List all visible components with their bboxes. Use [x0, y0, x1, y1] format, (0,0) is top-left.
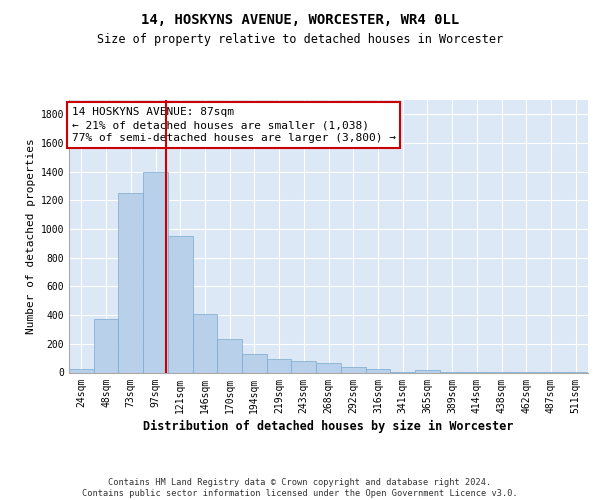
Bar: [365, 370, 390, 372]
Bar: [292, 360, 316, 372]
Text: Contains HM Land Registry data © Crown copyright and database right 2024.
Contai: Contains HM Land Registry data © Crown c…: [82, 478, 518, 498]
Bar: [193, 314, 217, 372]
Bar: [316, 362, 341, 372]
Y-axis label: Number of detached properties: Number of detached properties: [26, 138, 37, 334]
Text: Size of property relative to detached houses in Worcester: Size of property relative to detached ho…: [97, 32, 503, 46]
X-axis label: Distribution of detached houses by size in Worcester: Distribution of detached houses by size …: [143, 420, 514, 432]
Text: 14 HOSKYNS AVENUE: 87sqm
← 21% of detached houses are smaller (1,038)
77% of sem: 14 HOSKYNS AVENUE: 87sqm ← 21% of detach…: [71, 107, 395, 143]
Bar: [94, 318, 118, 372]
Bar: [217, 339, 242, 372]
Bar: [415, 370, 440, 372]
Text: 14, HOSKYNS AVENUE, WORCESTER, WR4 0LL: 14, HOSKYNS AVENUE, WORCESTER, WR4 0LL: [141, 12, 459, 26]
Bar: [69, 369, 94, 372]
Bar: [242, 354, 267, 372]
Bar: [341, 367, 365, 372]
Bar: [267, 359, 292, 372]
Bar: [168, 236, 193, 372]
Bar: [143, 172, 168, 372]
Bar: [118, 192, 143, 372]
